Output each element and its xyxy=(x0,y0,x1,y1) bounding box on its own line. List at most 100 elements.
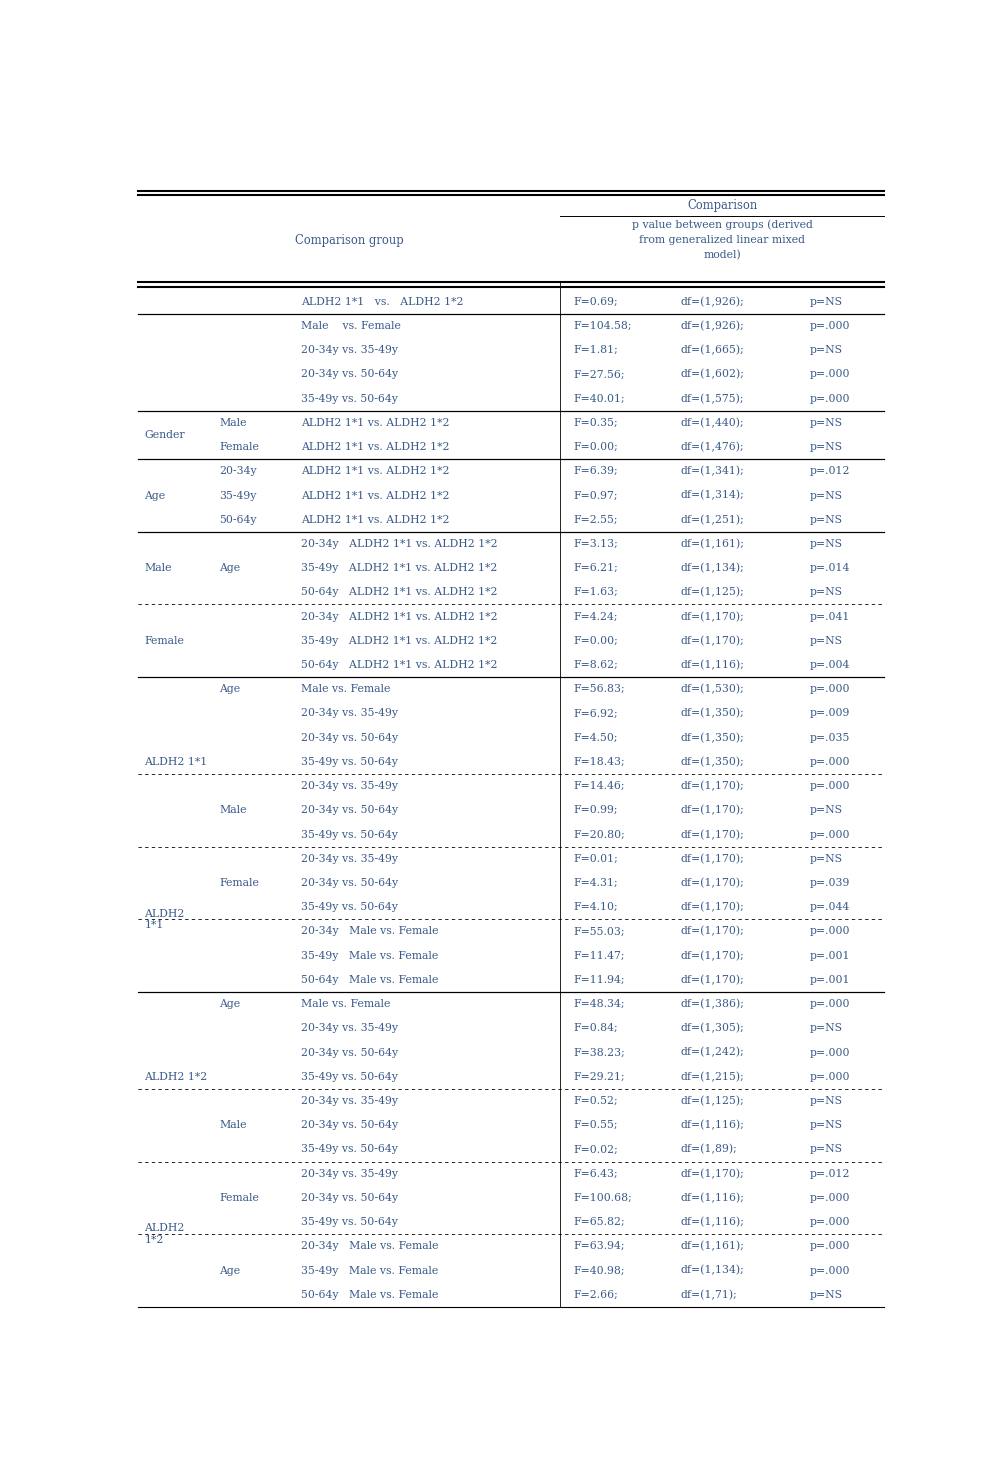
Text: 20-34y vs. 35-49y: 20-34y vs. 35-49y xyxy=(301,1168,398,1179)
Text: df=(1,170);: df=(1,170); xyxy=(680,830,745,840)
Text: ALDH2 1*1 vs. ALDH2 1*2: ALDH2 1*1 vs. ALDH2 1*2 xyxy=(301,490,449,501)
Text: 20-34y vs. 35-49y: 20-34y vs. 35-49y xyxy=(301,1024,398,1034)
Text: p=NS: p=NS xyxy=(810,805,843,815)
Text: df=(1,170);: df=(1,170); xyxy=(680,951,745,962)
Text: ALDH2 1*1   vs.   ALDH2 1*2: ALDH2 1*1 vs. ALDH2 1*2 xyxy=(301,297,464,307)
Text: F=65.82;: F=65.82; xyxy=(574,1217,626,1227)
Text: df=(1,170);: df=(1,170); xyxy=(680,635,745,645)
Text: 20-34y   ALDH2 1*1 vs. ALDH2 1*2: 20-34y ALDH2 1*1 vs. ALDH2 1*2 xyxy=(301,611,497,622)
Text: ALDH2 1*1 vs. ALDH2 1*2: ALDH2 1*1 vs. ALDH2 1*2 xyxy=(301,514,449,524)
Text: p=NS: p=NS xyxy=(810,346,843,354)
Text: 35-49y vs. 50-64y: 35-49y vs. 50-64y xyxy=(301,756,398,767)
Text: F=0.00;: F=0.00; xyxy=(574,635,619,645)
Text: df=(1,161);: df=(1,161); xyxy=(680,539,745,549)
Text: df=(1,125);: df=(1,125); xyxy=(680,588,745,598)
Text: F=2.55;: F=2.55; xyxy=(574,514,619,524)
Text: F=4.24;: F=4.24; xyxy=(574,611,619,622)
Text: 35-49y vs. 50-64y: 35-49y vs. 50-64y xyxy=(301,1217,398,1227)
Text: p=.000: p=.000 xyxy=(810,756,851,767)
Text: 50-64y: 50-64y xyxy=(219,514,257,524)
Text: F=40.98;: F=40.98; xyxy=(574,1266,626,1276)
Text: F=6.21;: F=6.21; xyxy=(574,563,619,573)
Text: p=NS: p=NS xyxy=(810,514,843,524)
Text: Male vs. Female: Male vs. Female xyxy=(301,998,390,1009)
Text: F=104.58;: F=104.58; xyxy=(574,321,633,331)
Text: F=38.23;: F=38.23; xyxy=(574,1047,626,1058)
Text: p=NS: p=NS xyxy=(810,539,843,549)
Text: df=(1,170);: df=(1,170); xyxy=(680,854,745,864)
Text: df=(1,440);: df=(1,440); xyxy=(680,418,745,428)
Text: F=6.39;: F=6.39; xyxy=(574,467,619,476)
Text: p=.001: p=.001 xyxy=(810,951,851,960)
Text: 20-34y vs. 50-64y: 20-34y vs. 50-64y xyxy=(301,369,398,380)
Text: Male: Male xyxy=(219,418,247,428)
Text: p=.000: p=.000 xyxy=(810,1241,851,1251)
Text: F=0.00;: F=0.00; xyxy=(574,442,619,452)
Text: F=0.35;: F=0.35; xyxy=(574,418,619,428)
Text: p=NS: p=NS xyxy=(810,490,843,501)
Text: 20-34y: 20-34y xyxy=(219,467,257,476)
Text: p=.000: p=.000 xyxy=(810,1266,851,1276)
Text: df=(1,215);: df=(1,215); xyxy=(680,1072,745,1083)
Text: Male: Male xyxy=(219,805,247,815)
Text: p=.041: p=.041 xyxy=(810,611,850,622)
Text: F=0.84;: F=0.84; xyxy=(574,1024,619,1034)
Text: ALDH2 1*2: ALDH2 1*2 xyxy=(144,1072,208,1081)
Text: df=(1,116);: df=(1,116); xyxy=(680,1217,745,1227)
Text: Female: Female xyxy=(219,1193,259,1202)
Text: p=.000: p=.000 xyxy=(810,321,851,331)
Text: df=(1,350);: df=(1,350); xyxy=(680,733,745,743)
Text: df=(1,116);: df=(1,116); xyxy=(680,660,745,671)
Text: 20-34y vs. 50-64y: 20-34y vs. 50-64y xyxy=(301,1120,398,1130)
Text: F=18.43;: F=18.43; xyxy=(574,756,626,767)
Text: Age: Age xyxy=(144,490,166,501)
Text: ALDH2 1*1 vs. ALDH2 1*2: ALDH2 1*1 vs. ALDH2 1*2 xyxy=(301,442,449,452)
Text: 20-34y vs. 35-49y: 20-34y vs. 35-49y xyxy=(301,781,398,792)
Text: p=NS: p=NS xyxy=(810,854,843,864)
Text: df=(1,134);: df=(1,134); xyxy=(680,563,745,573)
Text: df=(1,341);: df=(1,341); xyxy=(680,467,745,477)
Text: 35-49y   Male vs. Female: 35-49y Male vs. Female xyxy=(301,951,438,960)
Text: p=.004: p=.004 xyxy=(810,660,850,671)
Text: p=.000: p=.000 xyxy=(810,394,851,403)
Text: p=.000: p=.000 xyxy=(810,781,851,792)
Text: 35-49y   ALDH2 1*1 vs. ALDH2 1*2: 35-49y ALDH2 1*1 vs. ALDH2 1*2 xyxy=(301,635,497,645)
Text: p=.000: p=.000 xyxy=(810,1193,851,1202)
Text: 20-34y vs. 50-64y: 20-34y vs. 50-64y xyxy=(301,805,398,815)
Text: F=0.69;: F=0.69; xyxy=(574,297,619,307)
Text: p=NS: p=NS xyxy=(810,1024,843,1034)
Text: p=.012: p=.012 xyxy=(810,1168,851,1179)
Text: ALDH2
1*2: ALDH2 1*2 xyxy=(144,1223,185,1245)
Text: 35-49y   Male vs. Female: 35-49y Male vs. Female xyxy=(301,1266,438,1276)
Text: df=(1,170);: df=(1,170); xyxy=(680,975,745,985)
Text: Male: Male xyxy=(219,1120,247,1130)
Text: 20-34y   Male vs. Female: 20-34y Male vs. Female xyxy=(301,1241,438,1251)
Text: ALDH2 1*1: ALDH2 1*1 xyxy=(144,756,208,767)
Text: 20-34y vs. 50-64y: 20-34y vs. 50-64y xyxy=(301,877,398,888)
Text: F=4.31;: F=4.31; xyxy=(574,877,619,888)
Text: p=NS: p=NS xyxy=(810,1289,843,1300)
Text: df=(1,125);: df=(1,125); xyxy=(680,1096,745,1106)
Text: p=.000: p=.000 xyxy=(810,1217,851,1227)
Text: 35-49y   ALDH2 1*1 vs. ALDH2 1*2: 35-49y ALDH2 1*1 vs. ALDH2 1*2 xyxy=(301,563,497,573)
Text: Female: Female xyxy=(219,442,259,452)
Text: F=14.46;: F=14.46; xyxy=(574,781,626,792)
Text: df=(1,350);: df=(1,350); xyxy=(680,756,745,767)
Text: ALDH2
1*1: ALDH2 1*1 xyxy=(144,908,185,931)
Text: df=(1,170);: df=(1,170); xyxy=(680,926,745,936)
Text: F=48.34;: F=48.34; xyxy=(574,998,626,1009)
Text: F=1.81;: F=1.81; xyxy=(574,346,619,354)
Text: Age: Age xyxy=(219,998,240,1009)
Text: 50-64y   ALDH2 1*1 vs. ALDH2 1*2: 50-64y ALDH2 1*1 vs. ALDH2 1*2 xyxy=(301,660,497,671)
Text: 50-64y   Male vs. Female: 50-64y Male vs. Female xyxy=(301,975,438,985)
Text: Age: Age xyxy=(219,684,240,694)
Text: F=6.92;: F=6.92; xyxy=(574,709,619,718)
Text: F=4.10;: F=4.10; xyxy=(574,902,619,913)
Text: 20-34y vs. 35-49y: 20-34y vs. 35-49y xyxy=(301,709,398,718)
Text: df=(1,170);: df=(1,170); xyxy=(680,1168,745,1179)
Text: df=(1,251);: df=(1,251); xyxy=(680,514,745,524)
Text: 20-34y vs. 50-64y: 20-34y vs. 50-64y xyxy=(301,733,398,743)
Text: p=NS: p=NS xyxy=(810,1145,843,1155)
Text: 20-34y   ALDH2 1*1 vs. ALDH2 1*2: 20-34y ALDH2 1*1 vs. ALDH2 1*2 xyxy=(301,539,497,549)
Text: 35-49y vs. 50-64y: 35-49y vs. 50-64y xyxy=(301,1072,398,1081)
